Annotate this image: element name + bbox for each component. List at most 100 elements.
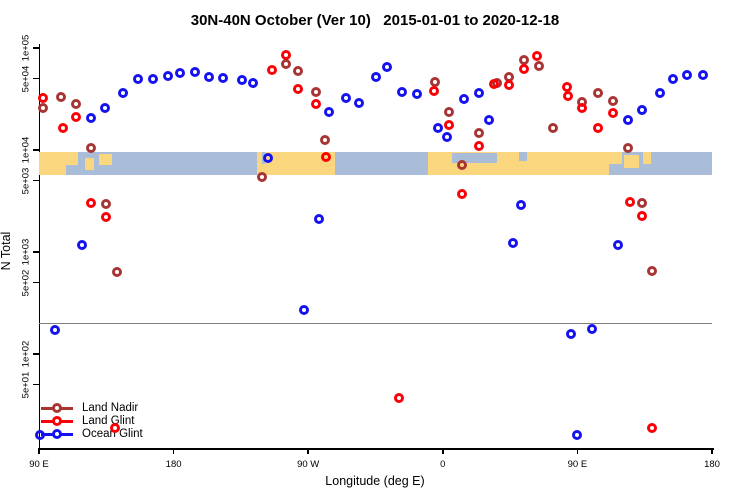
land-glint-point — [532, 50, 543, 61]
latitude-band-map — [39, 152, 712, 175]
legend-label: Ocean Glint — [82, 427, 143, 440]
ocean-glint-point — [99, 102, 110, 113]
ocean-glint-point — [35, 430, 46, 441]
ocean-glint-point — [473, 87, 484, 98]
ocean-glint-point — [324, 107, 335, 118]
ocean-glint-point — [484, 115, 495, 126]
land-nadir-point — [457, 160, 468, 171]
ocean-glint-point — [313, 214, 324, 225]
land-glint-point — [563, 90, 574, 101]
land-glint-point — [576, 102, 587, 113]
ocean-glint-point — [298, 305, 309, 315]
land-glint-point — [593, 122, 604, 133]
x-tick-label: 90 E — [29, 459, 49, 470]
ocean-glint-point — [217, 72, 228, 83]
ocean-glint-point — [174, 68, 185, 79]
ocean-glint-point — [117, 88, 128, 99]
y-tick-label: 5e+02 — [20, 269, 32, 297]
land-nadir-point — [647, 266, 658, 277]
land-glint-point — [292, 83, 303, 94]
land-glint-point — [518, 64, 529, 75]
land-nadir-point — [473, 127, 484, 138]
land-nadir-point — [256, 172, 267, 183]
land-nadir-point — [548, 122, 559, 133]
ocean-glint-point — [433, 122, 444, 133]
y-tick-label: 1e+04 — [20, 136, 32, 164]
land-nadir-point — [292, 65, 303, 76]
land-glint-point — [101, 212, 112, 223]
y-tick-label: 5e+03 — [20, 167, 32, 195]
land-glint-point — [57, 122, 68, 133]
ocean-glint-point — [162, 70, 173, 81]
reference-line — [39, 322, 712, 325]
legend-label: Land Glint — [82, 414, 135, 427]
x-tick-label: 90 E — [567, 459, 588, 470]
legend-item-ocean-glint: Ocean Glint — [41, 427, 143, 440]
ocean-glint-point — [566, 329, 577, 340]
land-glint-point — [310, 99, 321, 110]
ocean-glint-point — [508, 237, 519, 248]
ocean-glint-point — [189, 67, 200, 78]
y-axis-label: N Total — [0, 231, 13, 271]
ocean-glint-point — [612, 240, 623, 251]
ocean-glint-point — [572, 430, 583, 441]
y-tick-mark — [33, 179, 39, 182]
ocean-glint-point — [668, 73, 679, 84]
land-glint-point — [86, 197, 97, 208]
x-tick-mark — [442, 448, 444, 454]
map-band-land-segment — [643, 152, 651, 164]
ocean-glint-point — [204, 71, 215, 82]
land-glint-point — [428, 85, 439, 96]
map-band-sea-patch — [65, 164, 78, 175]
x-tick-label: 180 — [704, 459, 720, 470]
x-axis-line — [38, 448, 714, 450]
land-glint-point — [457, 189, 468, 200]
land-nadir-point — [101, 199, 112, 210]
ocean-glint-point — [370, 71, 381, 82]
x-axis-label: Longitude (deg E) — [325, 474, 425, 488]
land-glint-point — [488, 79, 499, 90]
land-nadir-point — [533, 61, 544, 72]
y-tick-label: 1e+03 — [20, 238, 32, 266]
map-band-sea-patch — [519, 152, 527, 162]
ocean-glint-point — [515, 199, 526, 210]
ocean-glint-point — [587, 324, 598, 335]
legend-label: Land Nadir — [82, 401, 139, 414]
land-nadir-point — [623, 142, 634, 153]
ocean-glint-point — [262, 152, 273, 163]
ocean-glint-point — [50, 325, 61, 336]
ocean-glint-point — [681, 70, 692, 81]
map-band-land-segment — [257, 152, 336, 175]
ocean-glint-point — [623, 115, 634, 126]
land-glint-point — [71, 112, 82, 123]
y-tick-label: 5e+01 — [20, 371, 32, 399]
map-band-land-segment — [98, 154, 113, 165]
land-glint-point — [38, 93, 49, 104]
land-nadir-point — [111, 266, 122, 277]
land-glint-point — [561, 81, 572, 92]
x-tick-mark — [711, 448, 713, 454]
land-nadir-point — [636, 198, 647, 209]
y-axis-line — [38, 44, 40, 449]
y-tick-label: 5e+04 — [20, 65, 32, 93]
land-glint-point — [267, 64, 278, 75]
legend: Land Nadir Land Glint Ocean Glint — [41, 401, 143, 440]
y-tick-mark — [33, 353, 39, 355]
land-glint-point — [624, 196, 635, 207]
land-nadir-point — [608, 96, 619, 107]
ocean-glint-point — [340, 93, 351, 104]
land-glint-marker-icon — [41, 415, 73, 426]
land-glint-point — [647, 422, 658, 433]
map-band-sea-patch — [451, 153, 497, 164]
x-tick-label: 0 — [440, 459, 446, 470]
land-glint-point — [110, 422, 121, 433]
land-nadir-point — [38, 102, 49, 113]
y-tick-label: 1e+02 — [20, 340, 32, 368]
y-tick-mark — [33, 383, 39, 386]
ocean-glint-marker-icon — [41, 428, 73, 439]
land-nadir-point — [86, 142, 97, 153]
land-glint-point — [636, 211, 647, 222]
ocean-glint-point — [397, 87, 408, 98]
land-glint-point — [443, 120, 454, 131]
